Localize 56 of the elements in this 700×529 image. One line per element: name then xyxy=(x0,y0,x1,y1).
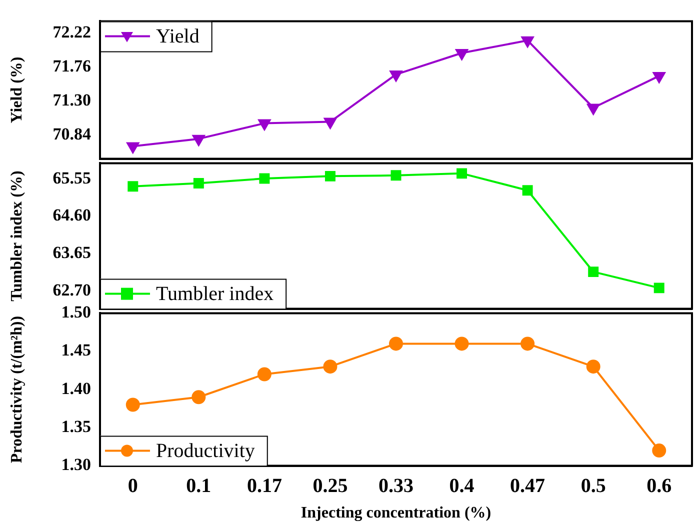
point xyxy=(128,181,138,192)
point xyxy=(586,360,600,374)
x-tick-label: 0.5 xyxy=(580,474,606,497)
x-tick-label: 0.4 xyxy=(449,474,474,497)
point xyxy=(521,36,534,48)
x-tick-label: 0.33 xyxy=(378,474,414,497)
y-tick-label: 71.76 xyxy=(52,56,91,76)
y-tick-label: 72.22 xyxy=(52,22,91,42)
legend-label: Tumbler index xyxy=(156,283,274,306)
y-tick-label: 62.70 xyxy=(52,280,91,300)
y-tick-label: 65.55 xyxy=(52,168,91,188)
point xyxy=(323,360,338,374)
point xyxy=(324,118,336,129)
x-tick-label: 0.1 xyxy=(186,474,212,497)
point xyxy=(192,134,205,146)
x-tick-label: 0.25 xyxy=(312,474,348,497)
point xyxy=(258,119,271,130)
y-tick-label: 63.65 xyxy=(52,243,91,262)
y-tick-label: 64.60 xyxy=(52,206,91,225)
point xyxy=(324,170,336,182)
point xyxy=(192,390,206,404)
y-tick-label: 1.40 xyxy=(61,378,91,398)
x-tick-label: 0.17 xyxy=(246,474,282,497)
y-tick-label: 1.35 xyxy=(61,417,91,436)
point xyxy=(454,336,469,351)
legend-label: Yield xyxy=(156,25,200,48)
point xyxy=(652,72,666,83)
point xyxy=(259,173,270,184)
point xyxy=(588,266,599,278)
point xyxy=(257,367,272,382)
point xyxy=(390,70,402,82)
x-tick-label: 0.6 xyxy=(646,474,672,497)
point xyxy=(520,336,535,351)
y-tick-label: 1.45 xyxy=(61,340,91,360)
point xyxy=(522,185,533,196)
point xyxy=(456,49,468,60)
y-tick-label: 70.84 xyxy=(52,124,92,144)
point xyxy=(390,170,402,181)
y-tick-label: 71.30 xyxy=(52,90,91,110)
point xyxy=(126,142,140,154)
point xyxy=(193,178,204,189)
y-axis-title: Tumbler index (%) xyxy=(8,170,26,302)
y-tick-label: 1.30 xyxy=(61,455,91,474)
x-tick-label: 0 xyxy=(128,474,138,497)
point xyxy=(456,168,468,179)
point xyxy=(654,282,664,294)
point xyxy=(126,398,140,412)
legend-label: Productivity xyxy=(156,440,255,462)
y-axis-title: Productivity (t/(m²h)) xyxy=(8,316,26,464)
y-tick-label: 1.50 xyxy=(61,302,91,322)
point xyxy=(389,336,403,351)
x-tick-label: 0.47 xyxy=(510,474,546,497)
point xyxy=(652,444,666,458)
y-axis-title: Yield (%) xyxy=(8,56,26,124)
point xyxy=(587,104,600,115)
x-axis-title: Injecting concentration (%) xyxy=(300,504,492,522)
